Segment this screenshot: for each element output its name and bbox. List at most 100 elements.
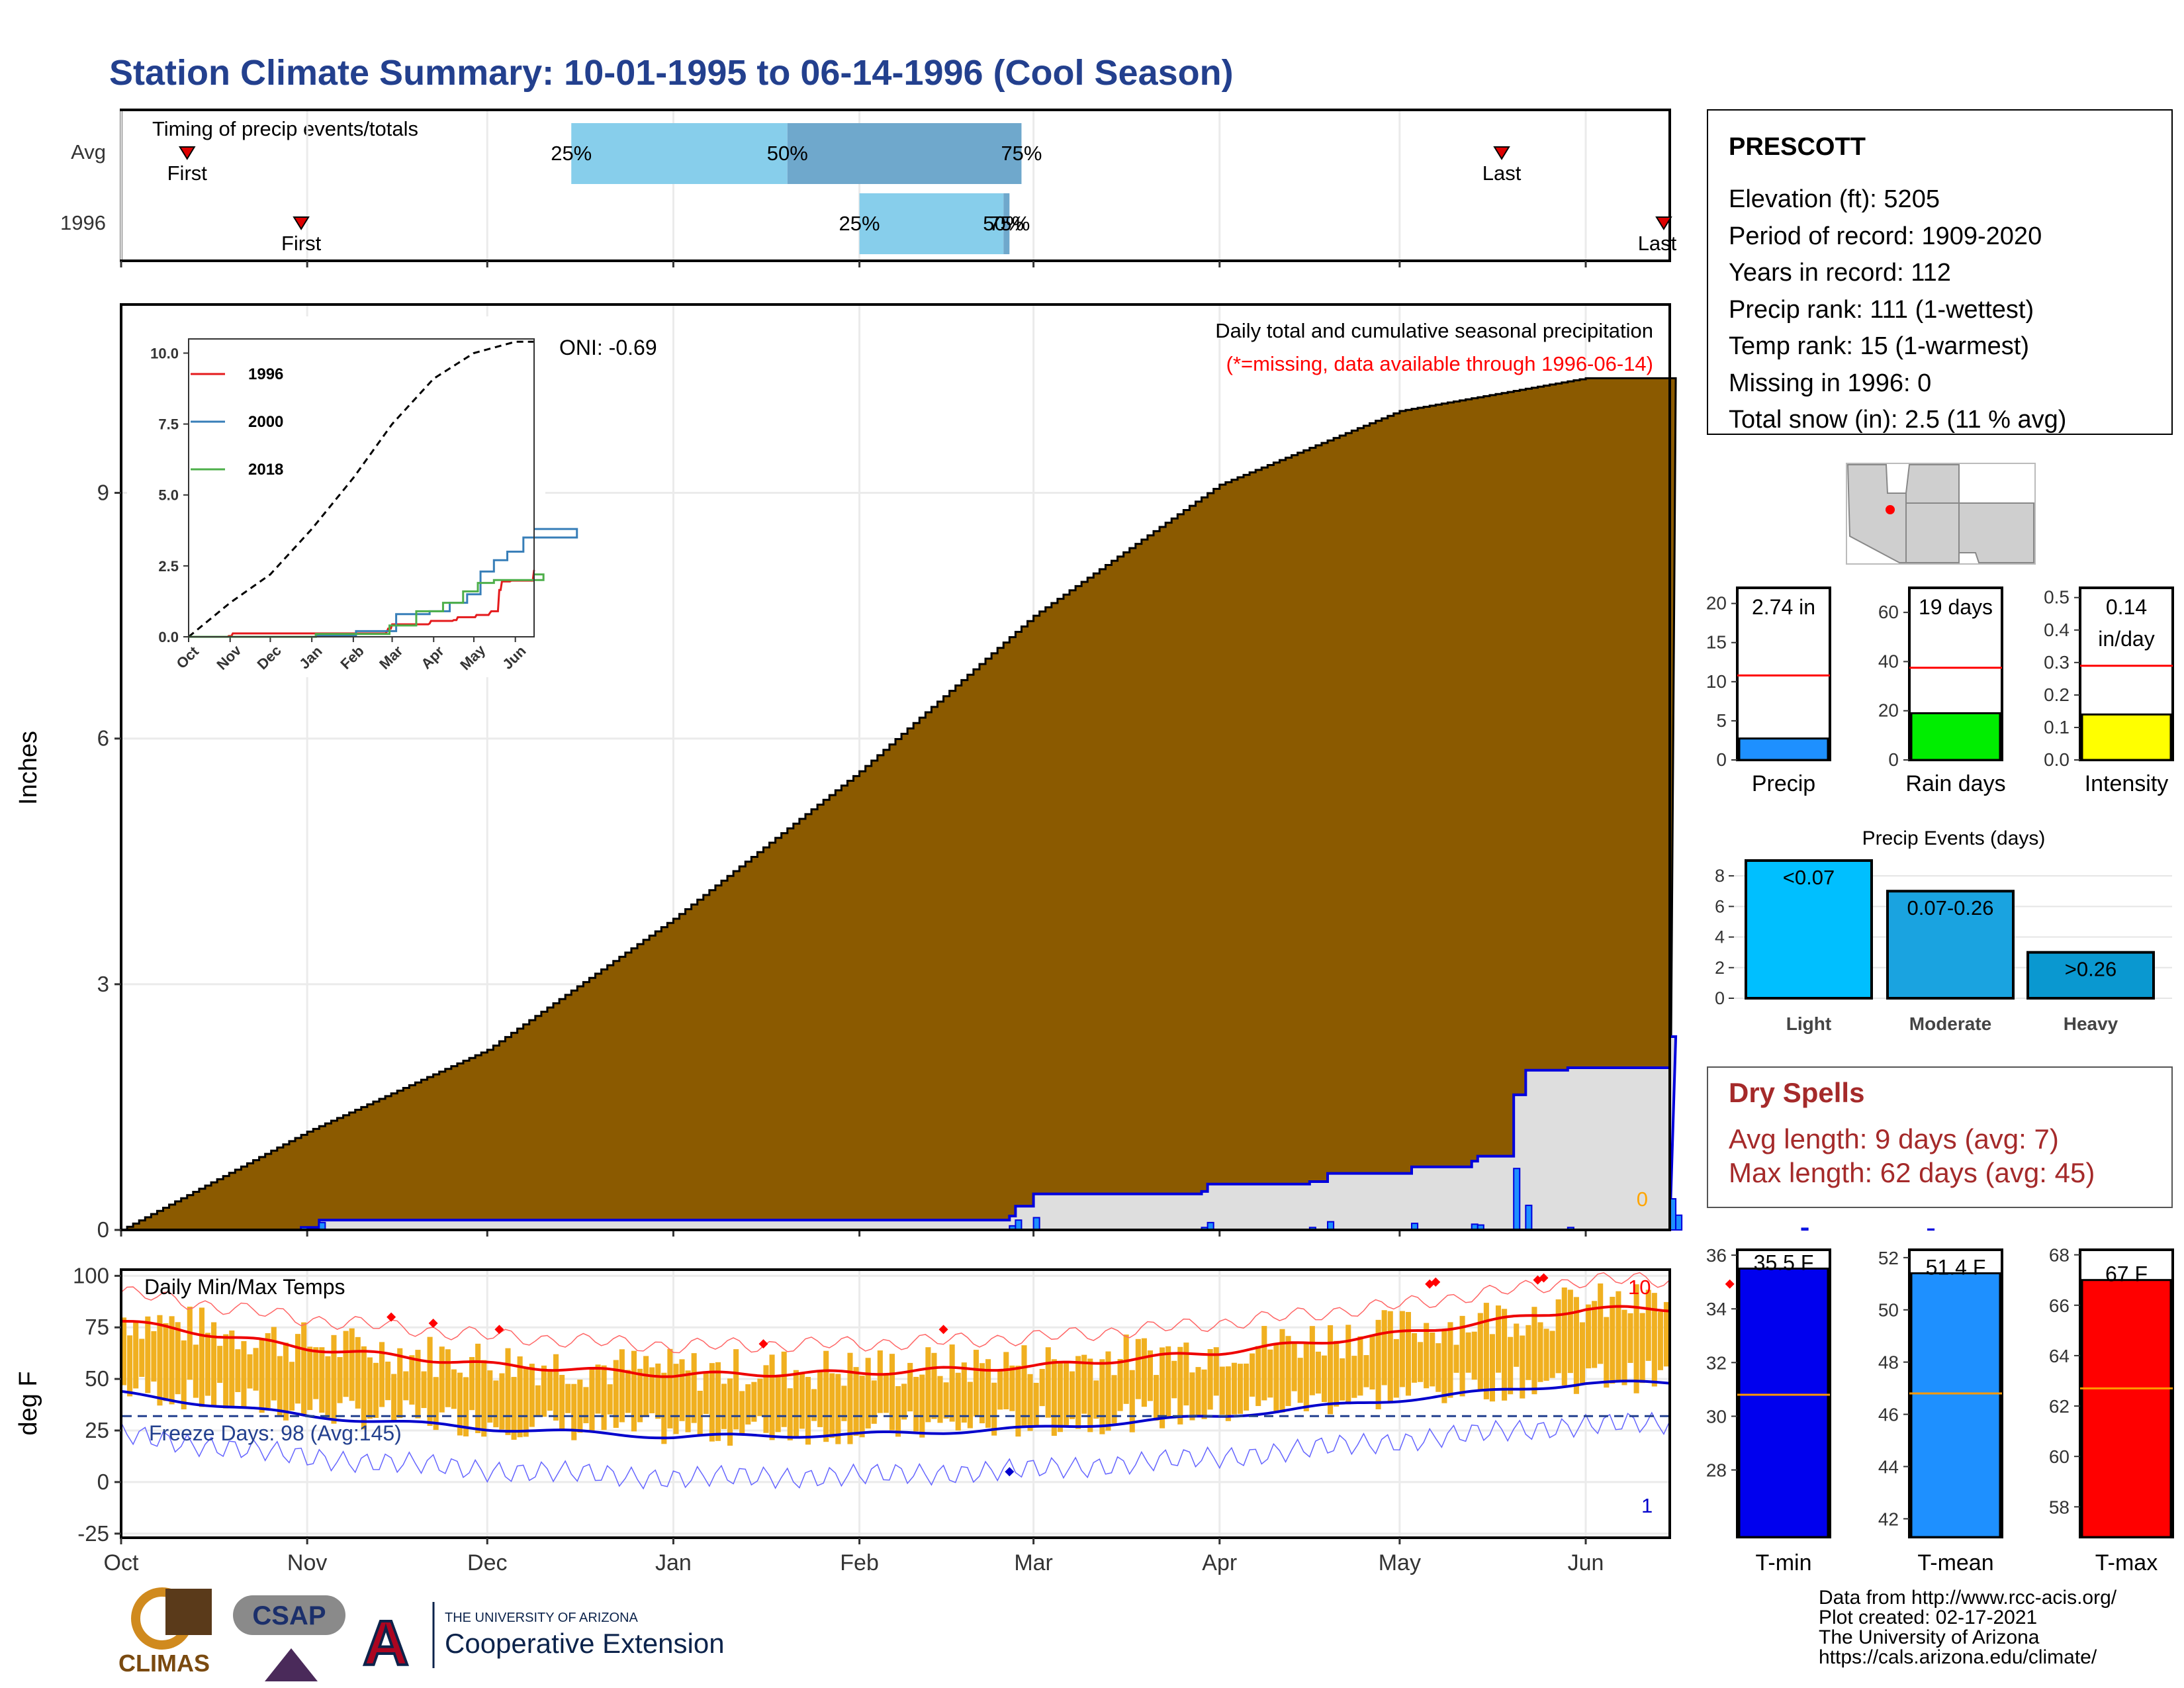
daily-temp-bar [763,1365,769,1433]
daily-temp-bar [145,1316,151,1393]
daily-temp-bar [415,1350,421,1419]
daily-temp-bar [865,1358,871,1429]
daily-precip-bar [1015,1219,1023,1231]
tbar-y-tick-label: 28 [1706,1460,1727,1481]
tbar-y-tick-label: 34 [1706,1299,1727,1319]
daily-temp-bar [637,1368,643,1423]
daily-temp-bar [661,1372,667,1444]
timing-bar-q2 [787,123,1022,184]
events-y-tick-label: 8 [1715,866,1725,886]
tbar-y-tick-label: 64 [2049,1346,2070,1366]
inset-frame [188,338,535,637]
mini-y-tick-label: 0.5 [2044,587,2070,608]
daily-temp-bar [739,1391,745,1434]
x-tick-label: Nov [287,1550,327,1575]
tbar-value-bar [1738,1267,1829,1538]
precip-y-tick-label: 6 [97,726,109,751]
daily-temp-bar [619,1349,625,1423]
first-event-marker [178,146,196,160]
daily-temp-bar [367,1357,373,1419]
daily-temp-bar [1009,1365,1015,1411]
daily-temp-bar [787,1388,793,1440]
daily-temp-bar [127,1335,133,1397]
daily-temp-bar [829,1373,835,1438]
daily-temp-bar [1508,1336,1514,1395]
station-location-marker [1886,505,1895,514]
daily-temp-bar [475,1343,481,1433]
daily-precip-bar [1927,1228,1935,1231]
daily-temp-bar [1201,1369,1207,1419]
inset-y-tick-label: 5.0 [158,487,179,504]
daily-temp-bar [1003,1352,1009,1409]
daily-temp-bar [1099,1359,1105,1434]
daily-temp-bar [613,1360,619,1429]
daily-temp-bar [439,1346,445,1413]
daily-temp-bar [337,1357,343,1403]
daily-temp-bar [1334,1340,1340,1407]
tbar-y-tick-label: 68 [2049,1245,2070,1266]
daily-temp-bar [907,1362,913,1412]
daily-temp-bar [457,1372,463,1436]
events-bar-label: 0.07-0.26 [1907,896,1994,919]
daily-temp-bar [193,1344,199,1398]
daily-temp-bar [949,1344,955,1422]
daily-temp-bar [1502,1309,1508,1401]
daily-temp-bar [1537,1322,1543,1382]
daily-temp-bar [1543,1329,1549,1381]
daily-temp-bar [1387,1311,1393,1404]
daily-temp-bar [307,1346,313,1411]
daily-temp-bar [727,1378,733,1446]
temp-y-tick-label: 50 [85,1366,109,1391]
daily-temp-bar [1177,1346,1183,1425]
daily-temp-bar [793,1370,799,1438]
daily-temp-bar [1573,1297,1579,1394]
daily-temp-bar [901,1383,907,1420]
daily-temp-bar [1483,1303,1489,1399]
daily-temp-bar [823,1350,829,1442]
daily-temp-bar [1297,1358,1303,1403]
daily-temp-bar [361,1346,367,1430]
daily-temp-bar [553,1354,559,1421]
temp-y-axis: -25 0 25 50 75 100 [73,1263,121,1546]
precip-frame [120,303,1671,1231]
mini-value-label: in/day [2098,627,2154,651]
daily-temp-bar [1657,1311,1663,1370]
record-high-marker [494,1325,504,1335]
daily-temp-bar [799,1374,805,1429]
daily-temp-bar [655,1363,661,1419]
daily-temp-bar [1087,1358,1093,1432]
daily-temp-bar [169,1316,175,1405]
daily-temp-bar [487,1370,493,1423]
daily-temp-bar [1105,1351,1111,1431]
timing-bar-q2 [1003,193,1010,254]
x-axis: Oct Nov Dec Jan Feb Mar Apr May Jun [104,1538,1604,1575]
daily-temp-bar [925,1347,931,1423]
daily-temp-bar [463,1377,469,1436]
mini-y-tick-label: 10 [1706,671,1727,692]
daily-temp-bar [331,1335,337,1424]
last-event-label: Last [1482,162,1522,185]
daily-temp-bar [667,1348,673,1429]
mini-y-tick-label: 0 [1716,749,1727,770]
daily-precip-bar [1675,1214,1683,1231]
daily-temp-bar [571,1383,577,1440]
mini-y-tick-label: 15 [1706,632,1727,653]
daily-temp-bar [1615,1291,1621,1382]
daily-temp-bar [625,1370,631,1413]
tbar-category-label: T-mean [1917,1550,1993,1575]
daily-temp-bar [1081,1354,1087,1414]
daily-temp-bar [601,1365,607,1430]
daily-temp-bar [1129,1370,1135,1432]
record-high-marker [387,1312,396,1322]
events-category-label: Light [1786,1013,1831,1034]
daily-temp-bar [733,1349,739,1430]
csap-wordmark: CSAP [252,1601,326,1630]
daily-temp-bar [295,1334,301,1404]
daily-temp-bar [649,1367,655,1413]
ua-block-a: A [363,1608,408,1679]
daily-temp-bar [967,1382,973,1429]
tbar-y-tick-label: 36 [1706,1245,1727,1266]
precip-header: Daily total and cumulative seasonal prec… [1215,319,1653,342]
daily-temp-bar [1471,1331,1477,1380]
